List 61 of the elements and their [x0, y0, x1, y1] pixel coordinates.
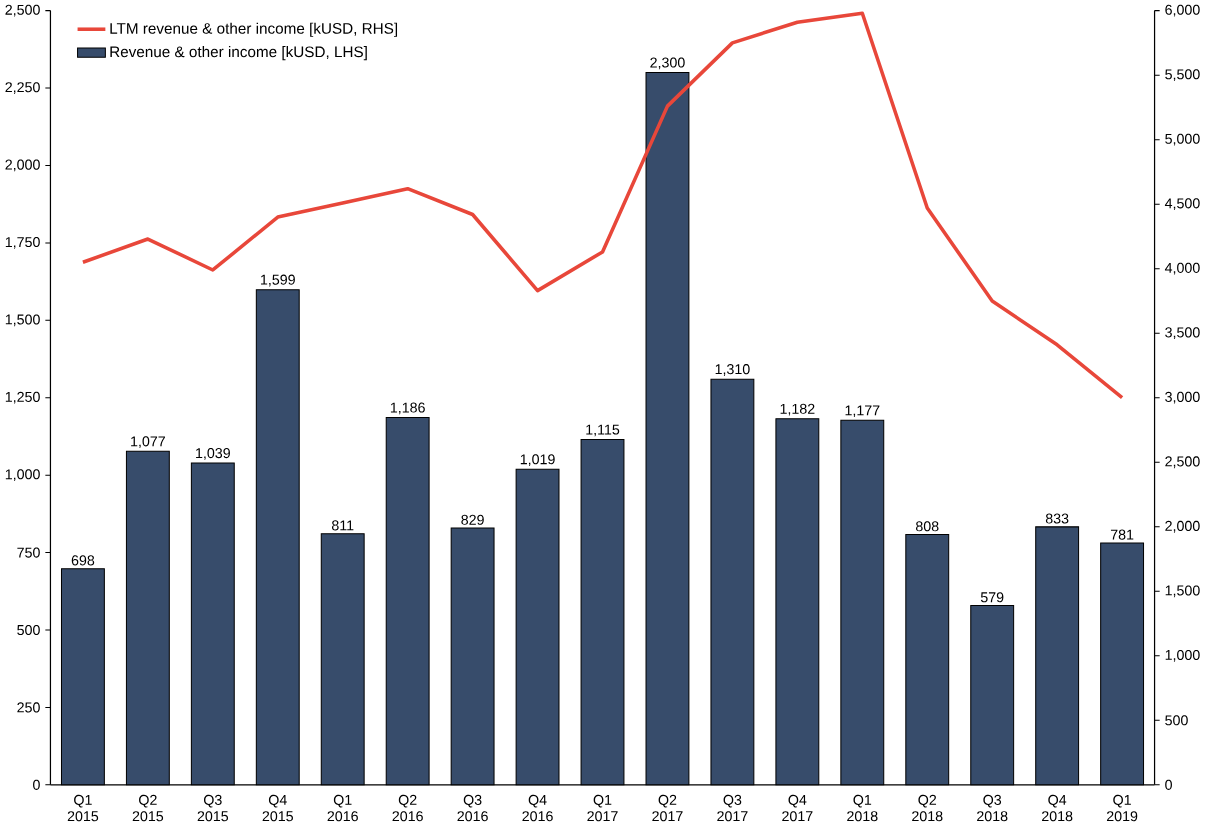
legend-label: LTM revenue & other income [kUSD, RHS]	[110, 22, 398, 37]
data-label: 829	[461, 514, 484, 525]
data-label: 1,310	[715, 364, 750, 376]
x-tick-label: Q4 2017	[782, 794, 813, 822]
data-label: 698	[71, 555, 95, 566]
y2-tick-label: 2,500	[1165, 456, 1200, 469]
y2-tick-label: 5,000	[1165, 133, 1200, 146]
x-tick-label: Q4 2016	[522, 794, 553, 822]
data-label: 1,177	[845, 405, 880, 418]
data-label: 2,300	[650, 57, 685, 70]
y-tick-label: 250	[17, 702, 40, 713]
x-tick-label: Q2 2015	[132, 794, 164, 822]
y2-tick-label: 2,000	[1165, 520, 1200, 533]
y2-tick-label: 4,500	[1164, 198, 1200, 211]
y2-tick-label: 1,000	[1165, 649, 1200, 662]
x-tick-label: Q1 2017	[587, 794, 618, 822]
x-tick-label: Q1 2018	[847, 794, 878, 822]
x-tick-label: Q3 2017	[717, 794, 748, 822]
y2-tick-label: 500	[1165, 715, 1188, 726]
x-tick-label: Q1 2016	[327, 794, 358, 822]
x-tick-label: Q3 2018	[977, 794, 1008, 822]
x-tick-label: Q3 2015	[197, 794, 229, 822]
y-tick-label: 1,000	[5, 469, 40, 482]
data-label: 833	[1045, 513, 1069, 524]
y-tick-label: 0	[33, 779, 40, 790]
x-tick-label: Q2 2016	[392, 794, 423, 822]
legend-label: Revenue & other income [kUSD, LHS]	[110, 46, 367, 61]
y-tick-label: 750	[17, 547, 40, 558]
data-label: 1,039	[196, 448, 230, 460]
y2-tick-label: 3,000	[1165, 391, 1200, 404]
y-tick-label: 1,250	[5, 391, 40, 404]
y2-tick-label: 1,500	[1165, 585, 1200, 598]
y2-tick-label: 0	[1165, 779, 1172, 790]
y2-tick-label: 6,000	[1165, 4, 1200, 17]
y-tick-label: 500	[17, 624, 40, 636]
line-series	[81, 11, 1124, 400]
x-tick-label: Q3 2016	[457, 794, 488, 822]
y-tick-label: 2,500	[5, 4, 40, 17]
data-label: 1,186	[390, 402, 425, 415]
data-label: 808	[915, 521, 939, 532]
x-tick-label: Q2 2017	[652, 794, 683, 822]
data-label: 1,115	[586, 424, 620, 437]
data-label: 811	[331, 520, 354, 531]
y-tick-label: 1,500	[5, 314, 40, 327]
data-label: 1,599	[261, 274, 295, 287]
y-tick-label: 1,750	[5, 236, 40, 249]
y2-tick-label: 5,500	[1165, 69, 1200, 82]
y-tick-label: 2,250	[5, 82, 40, 94]
data-label: 1,019	[520, 454, 555, 467]
data-label: 1,182	[780, 403, 815, 416]
y2-tick-label: 4,000	[1164, 262, 1200, 275]
x-tick-label: Q4 2015	[262, 794, 294, 822]
x-tick-label: Q1 2015	[67, 794, 99, 822]
data-label: 579	[980, 592, 1004, 603]
y2-tick-label: 3,500	[1165, 327, 1200, 340]
data-label: 1,077	[131, 436, 165, 449]
x-tick-label: Q4 2018	[1042, 794, 1073, 822]
x-tick-label: Q1 2019	[1106, 794, 1138, 822]
y-tick-label: 2,000	[5, 159, 40, 172]
data-label: 781	[1110, 529, 1134, 540]
x-tick-label: Q2 2018	[912, 794, 943, 822]
